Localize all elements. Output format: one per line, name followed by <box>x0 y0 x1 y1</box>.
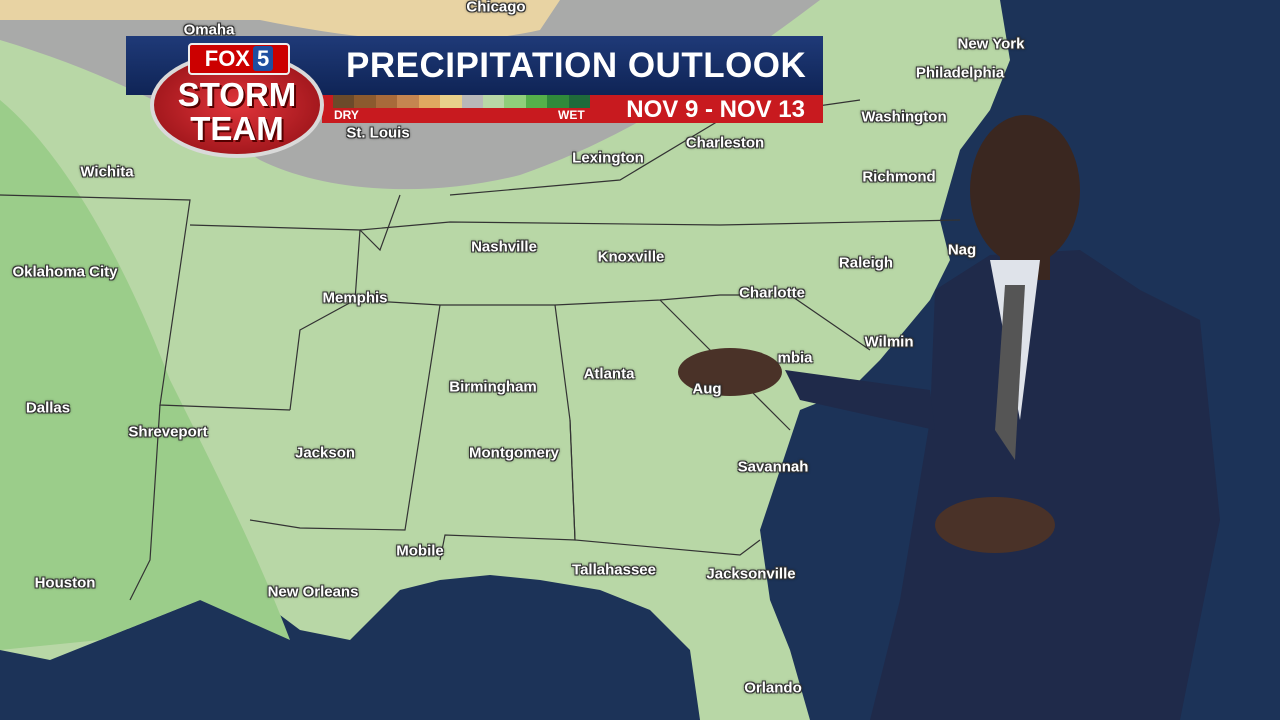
state-borders <box>0 99 961 601</box>
city-label: Dallas <box>25 399 71 417</box>
logo-channel: 5 <box>252 46 274 71</box>
city-label: Jackson <box>294 444 356 462</box>
banner-title: PRECIPITATION OUTLOOK <box>346 46 807 85</box>
city-label: New York <box>957 35 1025 53</box>
legend-wet: WET <box>558 108 585 122</box>
city-label: Lexington <box>572 149 644 167</box>
city-label: Tallahassee <box>572 561 656 579</box>
land <box>0 0 1010 720</box>
city-label: Chicago <box>466 0 526 16</box>
city-label: Oklahoma City <box>12 263 118 281</box>
date-bar: DRY WET NOV 9 - NOV 13 <box>322 95 823 123</box>
legend-scale <box>333 95 591 108</box>
city-label: Montgomery <box>469 444 559 462</box>
station-logo: FOX 5 STORM TEAM <box>150 40 324 160</box>
legend-dry: DRY <box>334 108 359 122</box>
city-label: Atlanta <box>583 365 635 383</box>
city-label: Washington <box>861 108 947 126</box>
driest-zone <box>0 0 560 41</box>
city-label: Omaha <box>183 21 235 39</box>
city-label: New Orleans <box>267 583 359 601</box>
logo-brand: FOX <box>204 46 250 71</box>
city-label: Philadelphia <box>915 64 1005 82</box>
city-label: Memphis <box>322 289 388 307</box>
city-label: Wichita <box>80 163 134 181</box>
city-label: St. Louis <box>346 124 410 142</box>
presenter <box>678 115 1220 720</box>
city-label: mbia <box>777 349 813 367</box>
city-label: Mobile <box>396 542 444 560</box>
city-label: Shreveport <box>128 423 208 441</box>
city-label: Orlando <box>744 679 802 697</box>
city-label: Charleston <box>685 134 765 152</box>
city-label: Nag <box>947 241 977 259</box>
city-label: Aug <box>692 380 722 398</box>
city-label: Birmingham <box>449 378 537 396</box>
logo-line2: TEAM <box>190 110 284 147</box>
city-label: Jacksonville <box>706 565 796 583</box>
city-label: Savannah <box>737 458 809 476</box>
date-range: NOV 9 - NOV 13 <box>626 96 805 123</box>
logo-fox: FOX 5 <box>188 43 290 75</box>
city-label: Nashville <box>471 238 537 256</box>
city-label: Raleigh <box>838 254 894 272</box>
city-label: Richmond <box>862 168 936 186</box>
city-label: Charlotte <box>739 284 805 302</box>
city-label: Houston <box>34 574 96 592</box>
logo-line1: STORM <box>177 76 297 113</box>
city-label: Knoxville <box>597 248 665 266</box>
wetter-zone <box>0 100 290 650</box>
city-label: Wilmin <box>864 333 914 351</box>
